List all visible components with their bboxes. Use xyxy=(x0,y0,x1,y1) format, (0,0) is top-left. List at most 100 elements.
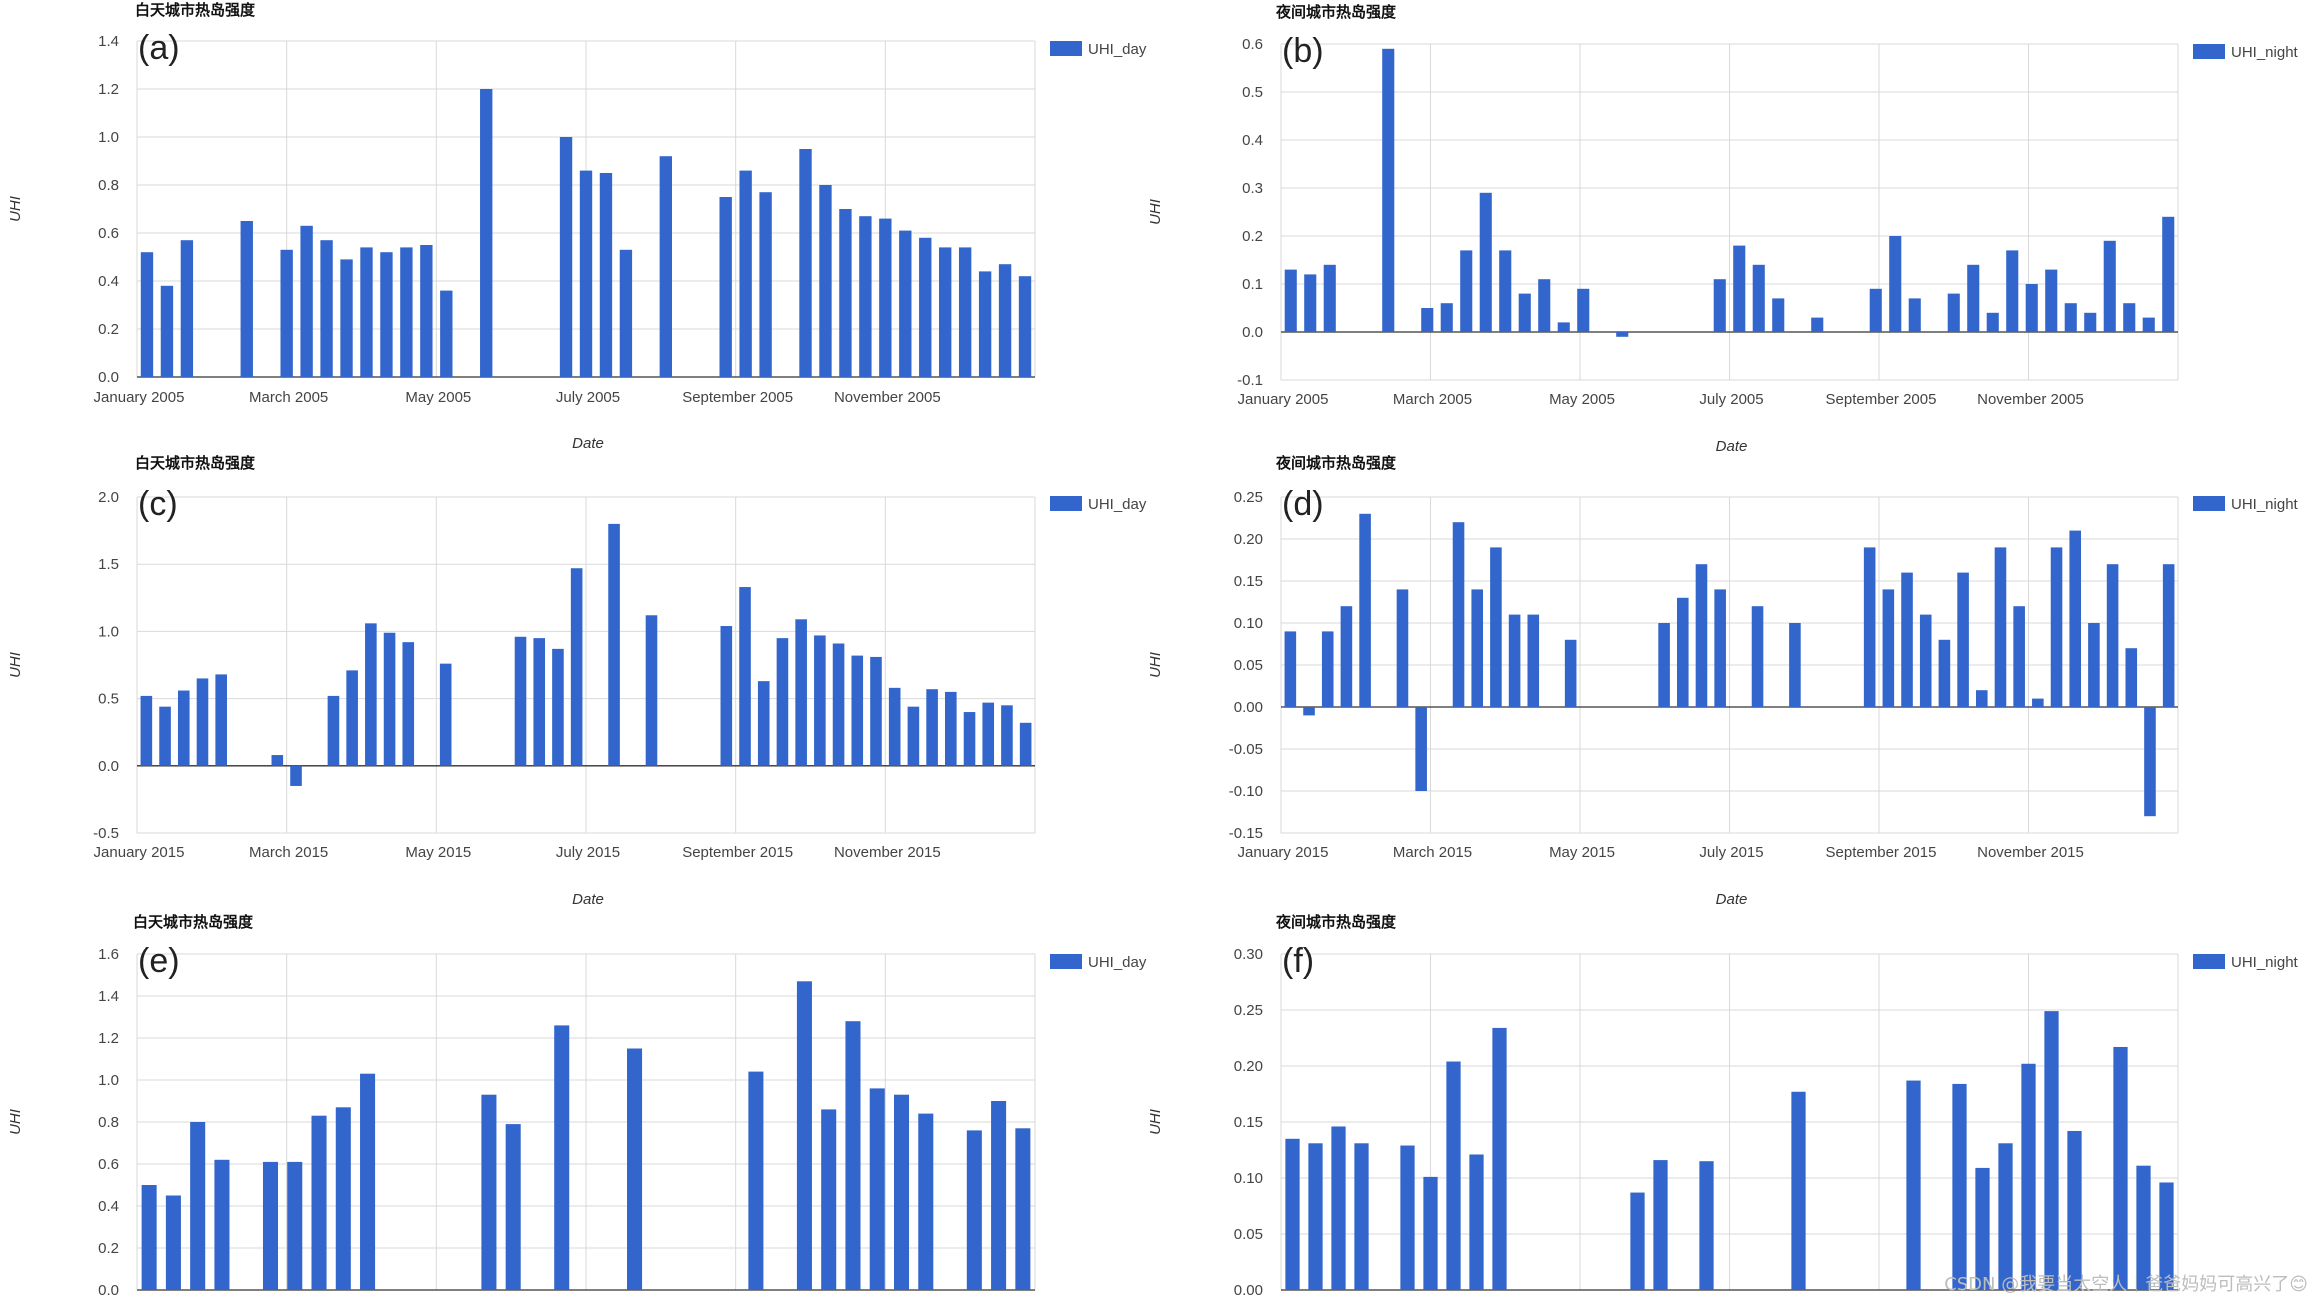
bar xyxy=(481,1094,497,1290)
bar xyxy=(335,1107,351,1290)
x-axis-title: Date xyxy=(572,435,604,452)
bar xyxy=(1284,269,1297,332)
bar xyxy=(440,290,453,377)
x-tick-label: May 2005 xyxy=(1549,391,1615,408)
x-tick-label: July 2015 xyxy=(556,844,620,861)
y-tick-label: 1.5 xyxy=(98,556,119,573)
bar xyxy=(1752,264,1765,332)
panel-letter: (d) xyxy=(1282,485,1324,523)
panel-letter: (e) xyxy=(138,942,180,980)
y-tick-label: 0.0 xyxy=(98,758,119,775)
bar xyxy=(1423,1176,1438,1290)
chart-panel-c: -0.5 0.0 0.5 1.0 1.5 2.0 January 2015 March 201… xyxy=(7,454,1147,908)
x-tick-label: May 2015 xyxy=(405,844,471,861)
bar xyxy=(1791,1091,1806,1290)
bar xyxy=(177,690,190,766)
bar xyxy=(360,247,373,377)
bar xyxy=(559,137,573,377)
y-tick-label: 0.00 xyxy=(1234,699,1263,716)
y-tick-label: 0.00 xyxy=(1234,1282,1263,1299)
bar xyxy=(879,218,892,377)
bar xyxy=(1863,547,1876,707)
y-tick-label: 0.10 xyxy=(1234,1170,1263,1187)
bar xyxy=(832,643,845,766)
bar xyxy=(739,170,752,377)
legend-swatch xyxy=(2193,496,2225,511)
bar xyxy=(926,689,938,766)
bar xyxy=(2103,240,2116,332)
bar xyxy=(1415,707,1427,791)
bar xyxy=(1015,1128,1031,1290)
bar xyxy=(869,1088,885,1290)
bar xyxy=(2142,317,2155,332)
bar xyxy=(552,648,564,766)
bar xyxy=(1557,322,1570,332)
y-tick-label: 0.0 xyxy=(98,369,119,386)
bar xyxy=(320,240,333,377)
x-tick-label: September 2005 xyxy=(682,389,793,406)
bar xyxy=(1967,264,1980,332)
y-tick-label: 0.4 xyxy=(98,1198,119,1215)
x-tick-label: November 2005 xyxy=(834,389,941,406)
bar xyxy=(1789,623,1801,707)
y-tick-label: 1.4 xyxy=(98,988,119,1005)
x-tick-label: September 2015 xyxy=(1826,844,1937,861)
bar xyxy=(608,523,620,766)
y-tick-label: 0.4 xyxy=(98,273,119,290)
legend-label: UHI_night xyxy=(2231,496,2299,513)
panel-letter: (f) xyxy=(1282,942,1314,980)
bar xyxy=(2006,250,2019,332)
bar xyxy=(2067,1130,2082,1290)
y-tick-label: -0.05 xyxy=(1229,741,1263,758)
bar xyxy=(958,247,972,377)
y-tick-label: 0.2 xyxy=(1242,228,1263,245)
bar xyxy=(757,681,770,766)
bar xyxy=(918,1113,934,1290)
bar xyxy=(2064,303,2077,332)
y-tick-label: 0.25 xyxy=(1234,489,1263,506)
bar xyxy=(1653,1160,1668,1290)
y-tick-label: -0.15 xyxy=(1229,825,1263,842)
bar xyxy=(2123,303,2136,332)
bar xyxy=(2069,530,2082,707)
bar xyxy=(1469,1154,1484,1290)
x-tick-label: January 2015 xyxy=(1238,844,1329,861)
bar xyxy=(1538,279,1551,332)
legend-label: UHI_day xyxy=(1088,496,1147,513)
x-tick-label: May 2005 xyxy=(405,389,471,406)
bar xyxy=(1676,597,1689,707)
bar xyxy=(859,216,872,377)
bar xyxy=(1714,589,1726,707)
bar xyxy=(1577,288,1590,332)
y-tick-label: -0.5 xyxy=(93,825,119,842)
x-tick-label: March 2005 xyxy=(1393,391,1472,408)
y-tick-label: 1.2 xyxy=(98,1030,119,1047)
y-tick-label: 0.2 xyxy=(98,1240,119,1257)
bar xyxy=(262,1161,279,1290)
bar xyxy=(991,1101,1007,1290)
x-tick-label: July 2015 xyxy=(1699,844,1763,861)
x-tick-label: January 2005 xyxy=(94,389,185,406)
bar xyxy=(2113,1046,2128,1290)
y-axis-title: UHI xyxy=(1147,1109,1164,1135)
bar xyxy=(845,1021,861,1290)
x-tick-label: September 2005 xyxy=(1826,391,1937,408)
bar xyxy=(1733,245,1746,332)
bar xyxy=(659,156,673,377)
bar xyxy=(739,587,751,766)
bar xyxy=(2162,216,2175,332)
bar xyxy=(2025,284,2038,332)
bar xyxy=(966,1130,982,1290)
bar xyxy=(821,1109,837,1290)
bar xyxy=(2144,707,2156,817)
bar xyxy=(1869,288,1882,332)
x-tick-label: March 2015 xyxy=(249,844,328,861)
y-tick-label: 1.0 xyxy=(98,129,119,146)
bar xyxy=(327,695,340,766)
bar xyxy=(579,170,593,377)
bar xyxy=(340,259,353,377)
bar xyxy=(380,252,393,377)
bar xyxy=(1446,1061,1461,1290)
y-tick-label: 0.6 xyxy=(1242,36,1263,53)
chart-panel-b: -0.1 0.0 0.1 0.2 0.3 0.4 0.5 0.6 January 2005 Mar… xyxy=(1147,3,2299,455)
